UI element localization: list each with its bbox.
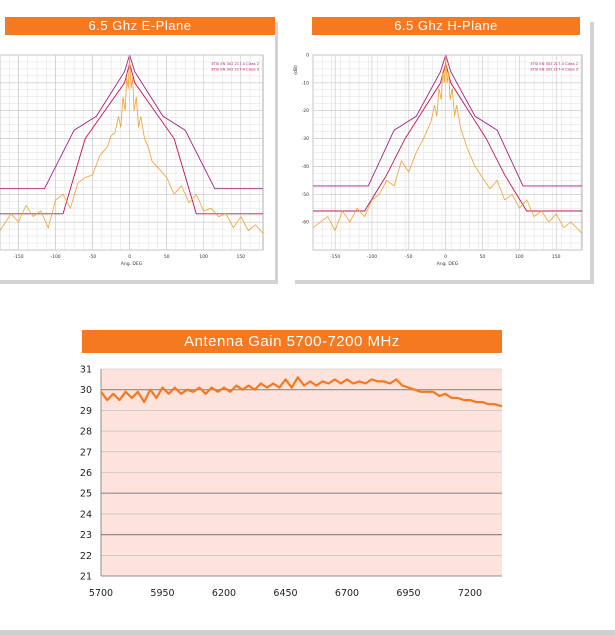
h-plane-legend-entry: ETSI EN 302 217-4 Class 2 [530,62,578,66]
e-plane-measured-pattern-line [0,55,263,234]
gain-x-tick-label: 6950 [396,588,420,599]
e-plane-x-tick-label: 50 [164,254,170,260]
h-plane-y-tick-label: -10 [302,80,309,86]
h-plane-x-tick-label: 0 [444,254,447,260]
gain-y-tick-label: 30 [80,385,92,396]
h-plane-y-tick-label: -40 [302,164,309,170]
e-plane-legend-entry: ETSI EN 302 217-4 Class 2 [211,62,259,66]
gain-y-tick-label: 31 [80,365,92,376]
h-plane-title: 6.5 Ghz H-Plane [312,17,580,35]
gain-x-tick-label: 6200 [212,588,236,599]
e-plane-chart: -150 -100 -50 0 50 100 150 Ang. DEG ETSI EN 302 … [0,54,264,267]
h-plane-panel: 6.5 Ghz H-Plane -150 -100 -50 0 50 100 150 0 -10… [292,17,590,280]
gain-y-tick-label: 29 [80,406,92,417]
h-plane-measured-pattern-line [313,55,582,234]
e-plane-panel: 6.5 Ghz E-Plane -150 -100 -50 0 50 100 150 Ang.… [0,17,275,280]
gain-y-tick-label: 27 [80,447,92,458]
e-plane-x-axis-label: Ang. DEG [121,261,143,267]
gain-y-tick-label: 22 [80,551,92,562]
h-plane-chart: -150 -100 -50 0 50 100 150 0 -10 -20 -30 -40 -50 -60 A… [293,53,583,267]
gain-x-tick-label: 5950 [150,588,174,599]
h-plane-x-tick-label: 50 [480,254,486,260]
h-plane-class2-mask-line [313,55,582,187]
gain-x-tick-label: 6700 [335,588,359,599]
h-plane-x-tick-label: 150 [552,254,561,260]
h-plane-y-tick-label: -50 [302,192,309,198]
gain-y-tick-label: 28 [80,427,92,438]
gain-x-tick-label: 6450 [273,588,297,599]
e-plane-x-tick-label: 150 [236,254,245,260]
gain-y-tick-label: 21 [80,572,92,583]
h-plane-class3-mask-line [313,61,582,212]
gain-x-tick-label: 7200 [458,588,482,599]
h-plane-x-tick-label: -100 [367,254,377,260]
bottom-rule [0,630,615,635]
h-plane-y-tick-label: -20 [302,108,309,114]
h-plane-y-tick-label: -30 [302,136,309,142]
gain-y-tick-label: 23 [80,530,92,541]
e-plane-title: 6.5 Ghz E-Plane [5,17,275,35]
e-plane-x-tick-label: 100 [199,254,208,260]
e-plane-x-tick-label: 0 [128,254,131,260]
gain-y-tick-label: 25 [80,489,92,500]
h-plane-x-tick-label: 100 [515,254,524,260]
h-plane-x-tick-label: -150 [330,254,340,260]
gain-plot-area [101,369,502,576]
h-plane-x-axis-label: Ang. DEG [437,261,459,267]
gain-x-tick-label: 5700 [89,588,113,599]
h-plane-legend-entry: ETSI EN 302 217-4 Class 3 [530,68,578,72]
e-plane-legend-entry: ETSI EN 302 217-4 Class 3 [211,68,259,72]
h-plane-x-tick-label: -50 [405,254,412,260]
h-plane-y-tick-label: -60 [302,220,309,226]
gain-y-tick-label: 24 [80,509,92,520]
gain-y-tick-label: 26 [80,468,92,479]
h-plane-y-axis-label: (dB) [293,65,299,75]
gain-title: Antenna Gain 5700-7200 MHz [82,330,502,353]
e-plane-x-tick-label: -50 [89,254,96,260]
e-plane-class2-mask-line [0,55,263,190]
e-plane-x-tick-label: -150 [13,254,23,260]
h-plane-y-tick-label: 0 [306,53,309,59]
gain-line [100,376,503,408]
e-plane-x-tick-label: -100 [50,254,60,260]
